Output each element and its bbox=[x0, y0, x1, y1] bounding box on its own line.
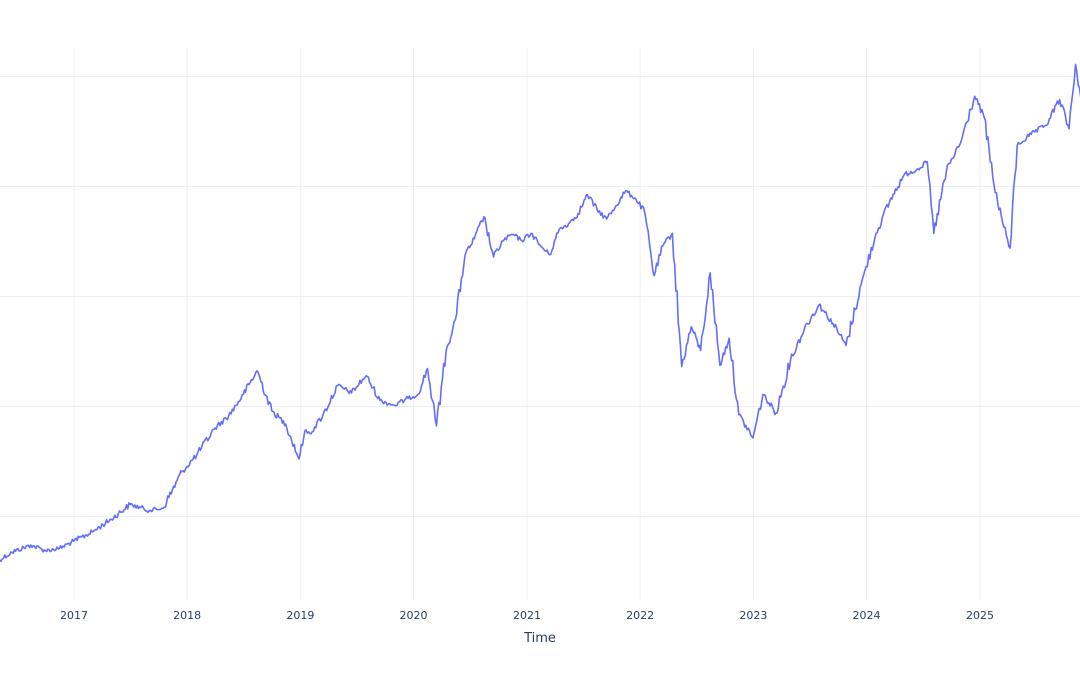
x-tick-label-2021: 2021 bbox=[513, 609, 541, 622]
x-tick-labels: 2017 2018 2019 2020 2021 2022 2023 2024 2025 bbox=[60, 609, 994, 622]
x-tick-label-2017: 2017 bbox=[60, 609, 88, 622]
line-series-layer bbox=[0, 63, 1080, 563]
x-tick-label-2025: 2025 bbox=[966, 609, 994, 622]
gridlines bbox=[0, 48, 1080, 600]
x-tick-label-2020: 2020 bbox=[400, 609, 428, 622]
x-tick-label-2022: 2022 bbox=[626, 609, 654, 622]
x-axis-title: Time bbox=[523, 631, 556, 646]
x-tick-label-2018: 2018 bbox=[173, 609, 201, 622]
x-tick-label-2024: 2024 bbox=[853, 609, 881, 622]
x-tick-label-2019: 2019 bbox=[286, 609, 314, 622]
x-tick-label-2023: 2023 bbox=[739, 609, 767, 622]
series-line-0 bbox=[0, 63, 1080, 563]
